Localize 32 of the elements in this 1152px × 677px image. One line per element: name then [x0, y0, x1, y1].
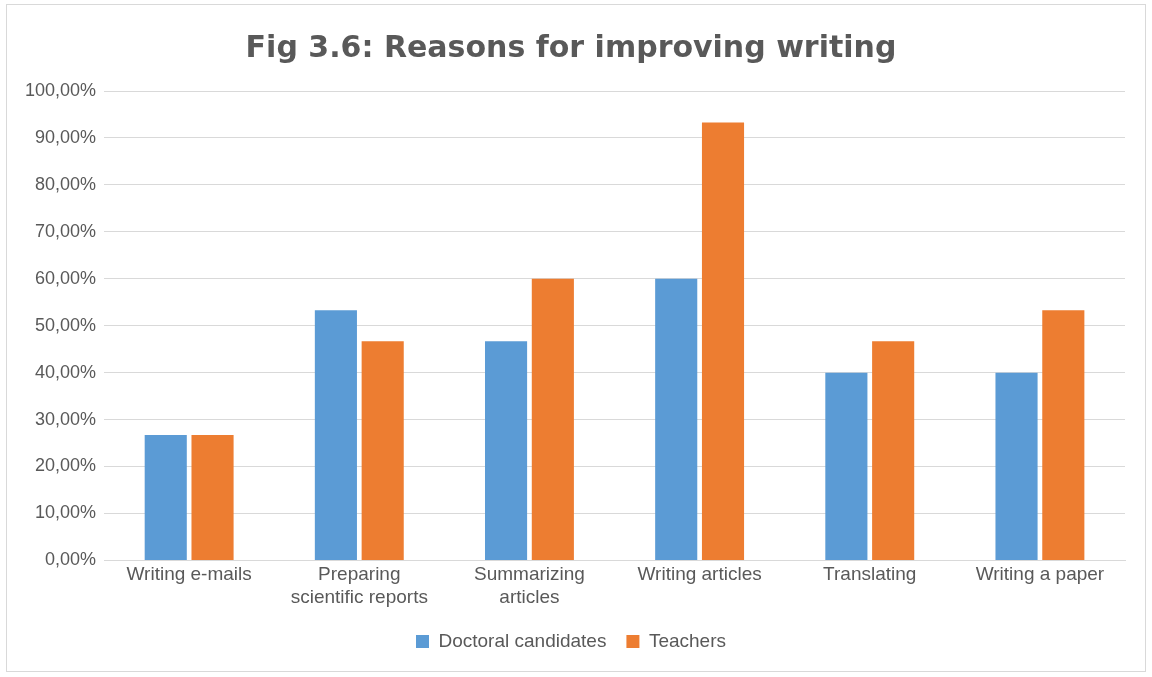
- legend-label: Teachers: [648, 629, 727, 651]
- y-tick-label: 100,00%: [25, 79, 97, 100]
- legend-label: Doctoral candidates: [438, 629, 607, 651]
- bar: [314, 310, 357, 560]
- x-tick-label: Writing a paper: [975, 563, 1105, 585]
- bar: [191, 435, 234, 560]
- chart-title: Fig 3.6: Reasons for improving writing: [245, 28, 897, 64]
- bar: [655, 278, 698, 560]
- bar: [825, 372, 868, 560]
- y-tick-label: 40,00%: [35, 361, 97, 382]
- y-tick-label: 0,00%: [45, 549, 97, 570]
- bar: [1042, 310, 1085, 560]
- x-tick-label: Preparing scientific reports: [290, 563, 428, 607]
- bar: [144, 435, 187, 560]
- bar: [531, 278, 574, 560]
- y-tick-label: 70,00%: [35, 220, 97, 241]
- y-tick-label: 80,00%: [35, 173, 97, 194]
- bar: [485, 341, 528, 560]
- bar: [995, 372, 1038, 560]
- bar: [872, 341, 915, 560]
- bar: [361, 341, 404, 560]
- x-tick-label: Writing e-mails: [126, 563, 252, 585]
- x-tick-label: Translating: [823, 563, 917, 585]
- x-tick-label: Writing articles: [637, 563, 762, 585]
- y-tick-label: 50,00%: [35, 314, 97, 335]
- bar: [701, 122, 745, 560]
- y-tick-label: 60,00%: [35, 267, 97, 288]
- y-tick-label: 20,00%: [35, 455, 97, 476]
- y-tick-label: 10,00%: [35, 502, 97, 523]
- y-tick-label: 90,00%: [35, 126, 97, 147]
- y-tick-label: 30,00%: [35, 408, 97, 429]
- x-tick-label: Summarizing articles: [474, 563, 585, 607]
